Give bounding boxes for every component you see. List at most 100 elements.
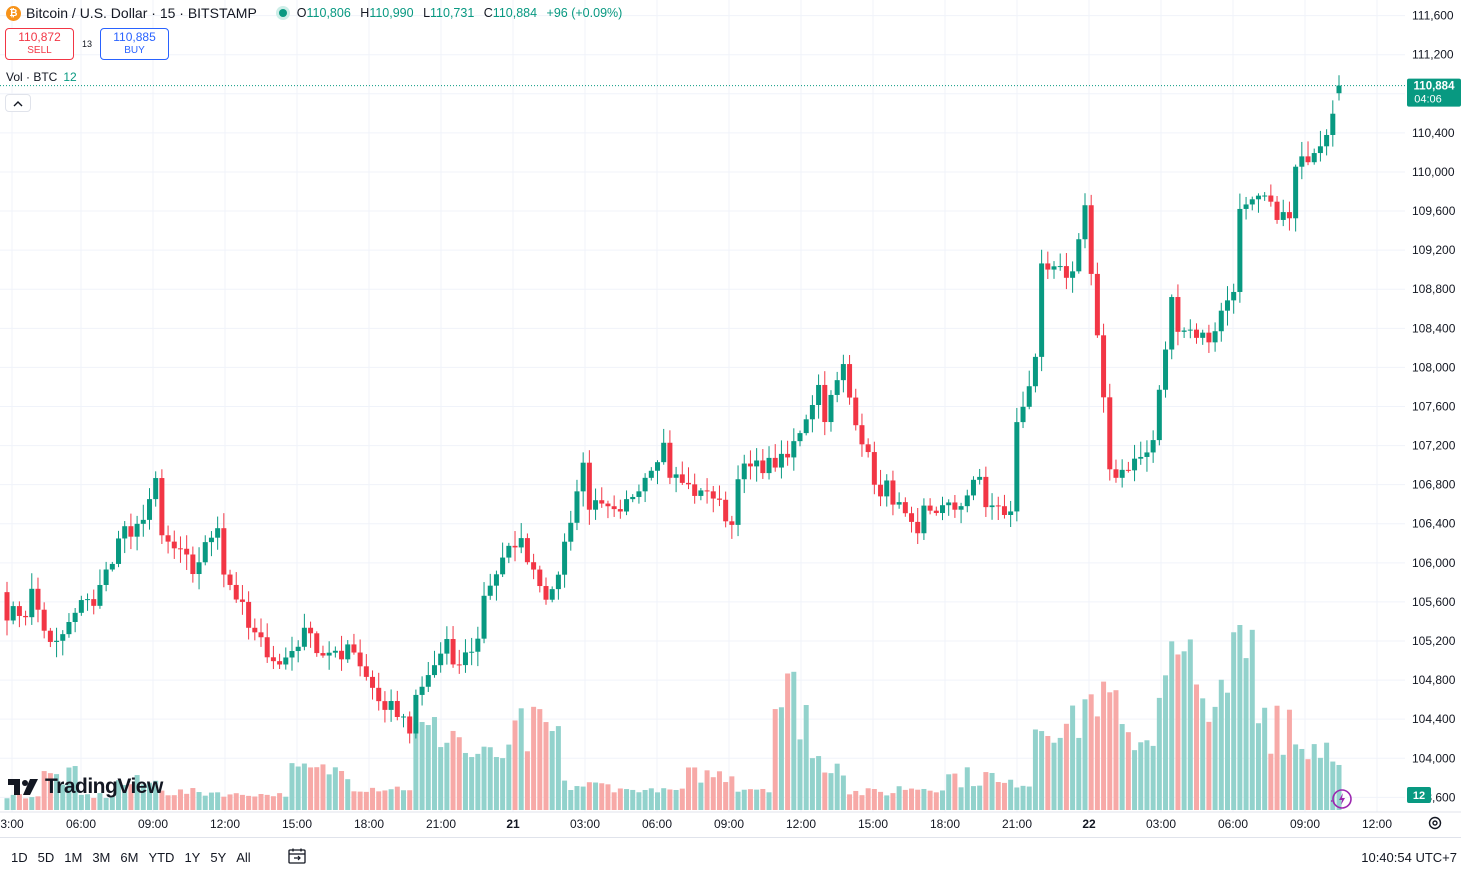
candle-body <box>1200 332 1206 338</box>
volume-bar <box>283 796 289 810</box>
candle <box>970 476 976 501</box>
candle <box>915 507 921 545</box>
candle <box>1330 100 1336 147</box>
volume-bar <box>1020 785 1026 810</box>
candle-body <box>153 478 159 500</box>
volume-bar <box>723 782 729 810</box>
candle-body <box>816 384 822 406</box>
volume-bar <box>661 788 667 810</box>
volume-bar <box>134 775 140 810</box>
high-value: 110,990 <box>369 6 414 20</box>
range-3m[interactable]: 3M <box>92 850 111 865</box>
range-1d[interactable]: 1D <box>11 850 28 865</box>
candle <box>202 535 208 566</box>
sell-button[interactable]: 110,872 SELL <box>5 28 74 60</box>
candle <box>363 654 369 681</box>
candle <box>902 497 908 517</box>
range-6m[interactable]: 6M <box>120 850 139 865</box>
candle-body <box>710 491 716 499</box>
candle <box>1088 194 1094 286</box>
symbol-title[interactable]: Bitcoin / U.S. Dollar · 15 · BITSTAMP <box>26 5 257 21</box>
candle <box>1032 353 1038 393</box>
candle <box>1311 148 1317 165</box>
volume-bar <box>562 780 568 810</box>
clock-timezone[interactable]: 10:40:54 UTC+7 <box>1361 850 1457 865</box>
volume-legend-value: 12 <box>63 70 77 84</box>
volume-bar <box>16 794 22 810</box>
volume-bar <box>29 797 35 810</box>
candle <box>555 571 561 600</box>
range-1y[interactable]: 1Y <box>184 850 201 865</box>
candle-body <box>605 503 611 507</box>
candle-body <box>1026 386 1032 407</box>
time-tick-label: 15:00 <box>858 817 888 831</box>
volume-bar <box>518 708 524 810</box>
volume-bar <box>370 787 376 810</box>
candle <box>1014 407 1020 522</box>
candle-body <box>60 634 66 641</box>
candle-body <box>549 589 555 600</box>
candle-body <box>146 499 152 520</box>
volume-bar <box>264 794 270 810</box>
collapse-legend-button[interactable] <box>5 94 31 112</box>
volume-bar <box>840 775 846 810</box>
candle <box>1262 192 1268 201</box>
price-tick-label: 106,000 <box>1412 556 1456 570</box>
time-axis[interactable]: 3:00 06:00 09:00 12:00 15:00 18:00 21:00 21 03:0… <box>0 811 1461 831</box>
candle-body <box>431 665 437 676</box>
candle <box>1125 461 1131 473</box>
candle-body <box>754 460 760 467</box>
candle-body <box>506 545 512 558</box>
candle-body <box>896 502 902 505</box>
candle-body <box>834 380 840 395</box>
volume-bar <box>140 784 146 810</box>
candle-body <box>277 661 283 665</box>
gear-icon[interactable] <box>1427 815 1443 831</box>
tradingview-logo[interactable]: TradingView <box>8 775 163 799</box>
candle <box>890 470 896 516</box>
candle-body <box>946 502 952 506</box>
candle-body <box>320 653 326 656</box>
candle <box>394 690 400 721</box>
range-ytd[interactable]: YTD <box>148 850 175 865</box>
price-axis[interactable]: 103,600104,000104,400104,800105,200105,6… <box>1405 0 1461 837</box>
last-price-badge <box>1407 78 1461 107</box>
candle-body <box>221 528 227 575</box>
volume-bar <box>902 789 908 810</box>
volume-bar <box>438 747 444 810</box>
symbol-legend[interactable]: ₿ Bitcoin / U.S. Dollar · 15 · BITSTAMP … <box>6 3 628 23</box>
candle <box>171 530 177 559</box>
candle <box>909 506 915 533</box>
volume-bar <box>1286 709 1292 810</box>
candle-body <box>859 425 865 445</box>
candle-body <box>370 676 376 688</box>
volume-bar <box>977 785 983 810</box>
volume-bar <box>425 725 431 810</box>
volume-bar <box>648 788 654 810</box>
range-5d[interactable]: 5D <box>37 850 55 865</box>
candle <box>531 553 537 580</box>
candle <box>642 473 648 503</box>
lightning-icon[interactable] <box>1329 787 1353 811</box>
candle <box>785 440 791 466</box>
candle-body <box>450 639 456 665</box>
candle <box>512 531 518 562</box>
candle-body <box>345 644 351 660</box>
volume-bar <box>35 796 41 810</box>
volume-bar <box>78 794 84 810</box>
range-all[interactable]: All <box>236 850 251 865</box>
calendar-range-icon[interactable] <box>288 848 306 864</box>
candle-body <box>196 562 202 575</box>
candle <box>1299 141 1305 180</box>
candle <box>822 371 828 436</box>
range-1m[interactable]: 1M <box>64 850 83 865</box>
volume-legend[interactable]: Vol · BTC 12 <box>6 70 77 84</box>
candle-body <box>1336 85 1342 94</box>
buy-button[interactable]: 110,885 BUY <box>100 28 169 60</box>
candle-body <box>1324 134 1330 147</box>
candle-body <box>239 599 245 602</box>
candle <box>946 499 952 516</box>
range-5y[interactable]: 5Y <box>210 850 227 865</box>
volume-bar <box>357 791 363 810</box>
